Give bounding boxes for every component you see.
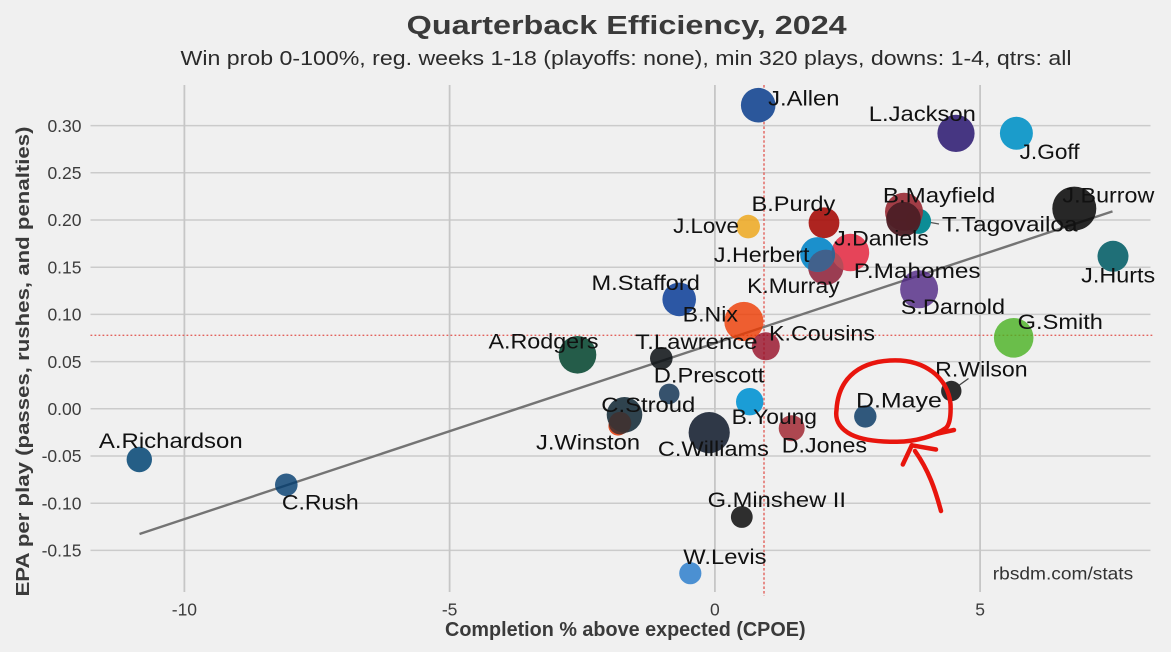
svg-text:0.05: 0.05 (47, 352, 81, 372)
svg-text:Quarterback Efficiency, 2024: Quarterback Efficiency, 2024 (407, 12, 848, 40)
svg-text:B.Young: B.Young (732, 406, 817, 429)
svg-text:J.Winston: J.Winston (536, 431, 640, 454)
svg-text:J.Daniels: J.Daniels (834, 228, 929, 251)
svg-text:T.Tagovailoa: T.Tagovailoa (942, 213, 1078, 236)
svg-text:M.Stafford: M.Stafford (592, 272, 700, 295)
svg-text:J.Herbert: J.Herbert (714, 244, 810, 267)
svg-text:A.Rodgers: A.Rodgers (489, 330, 599, 353)
svg-text:0.10: 0.10 (47, 305, 81, 325)
svg-text:0.30: 0.30 (47, 116, 81, 136)
svg-text:B.Mayfield: B.Mayfield (883, 185, 995, 208)
svg-text:D.Maye: D.Maye (856, 389, 942, 412)
svg-text:G.Minshew II: G.Minshew II (708, 489, 846, 512)
svg-text:0.25: 0.25 (47, 163, 81, 183)
svg-text:0.15: 0.15 (47, 257, 81, 277)
svg-text:-0.10: -0.10 (42, 493, 82, 513)
svg-text:EPA per play (passes, rushes,: EPA per play (passes, rushes, and penalt… (13, 126, 33, 596)
svg-text:K.Murray: K.Murray (747, 275, 840, 298)
svg-text:J.Hurts: J.Hurts (1081, 264, 1155, 287)
svg-text:J.Love: J.Love (673, 215, 739, 238)
svg-text:-0.15: -0.15 (42, 541, 82, 561)
svg-text:-5: -5 (442, 600, 458, 620)
svg-text:A.Richardson: A.Richardson (99, 430, 243, 453)
svg-text:0.00: 0.00 (47, 399, 81, 419)
svg-text:C.Rush: C.Rush (282, 491, 359, 514)
svg-text:Completion % above expected (C: Completion % above expected (CPOE) (445, 619, 806, 641)
svg-text:5: 5 (975, 600, 985, 620)
svg-text:P.Mahomes: P.Mahomes (854, 260, 981, 283)
svg-text:Win prob 0-100%, reg. weeks 1-: Win prob 0-100%, reg. weeks 1-18 (playof… (181, 48, 1072, 70)
svg-text:0.20: 0.20 (47, 210, 81, 230)
svg-text:D.Prescott: D.Prescott (654, 364, 765, 387)
svg-text:J.Goff: J.Goff (1020, 141, 1080, 164)
svg-text:B.Nix: B.Nix (683, 303, 739, 326)
svg-text:B.Purdy: B.Purdy (752, 193, 836, 216)
svg-text:0: 0 (710, 600, 720, 620)
svg-text:C.Stroud: C.Stroud (601, 394, 695, 417)
svg-text:J.Burrow: J.Burrow (1062, 185, 1155, 208)
svg-text:T.Lawrence: T.Lawrence (635, 331, 757, 354)
svg-text:S.Darnold: S.Darnold (901, 296, 1005, 319)
svg-text:-0.05: -0.05 (42, 446, 82, 466)
svg-text:D.Jones: D.Jones (782, 435, 867, 458)
svg-text:rbsdm.com/stats: rbsdm.com/stats (993, 564, 1134, 584)
svg-text:J.Allen: J.Allen (768, 88, 839, 111)
svg-text:R.Wilson: R.Wilson (935, 359, 1027, 382)
svg-text:W.Levis: W.Levis (683, 546, 766, 569)
svg-text:G.Smith: G.Smith (1018, 311, 1103, 334)
svg-text:-10: -10 (172, 600, 198, 620)
svg-text:L.Jackson: L.Jackson (869, 103, 976, 126)
svg-text:C.Williams: C.Williams (658, 438, 769, 461)
svg-text:K.Cousins: K.Cousins (769, 323, 875, 346)
